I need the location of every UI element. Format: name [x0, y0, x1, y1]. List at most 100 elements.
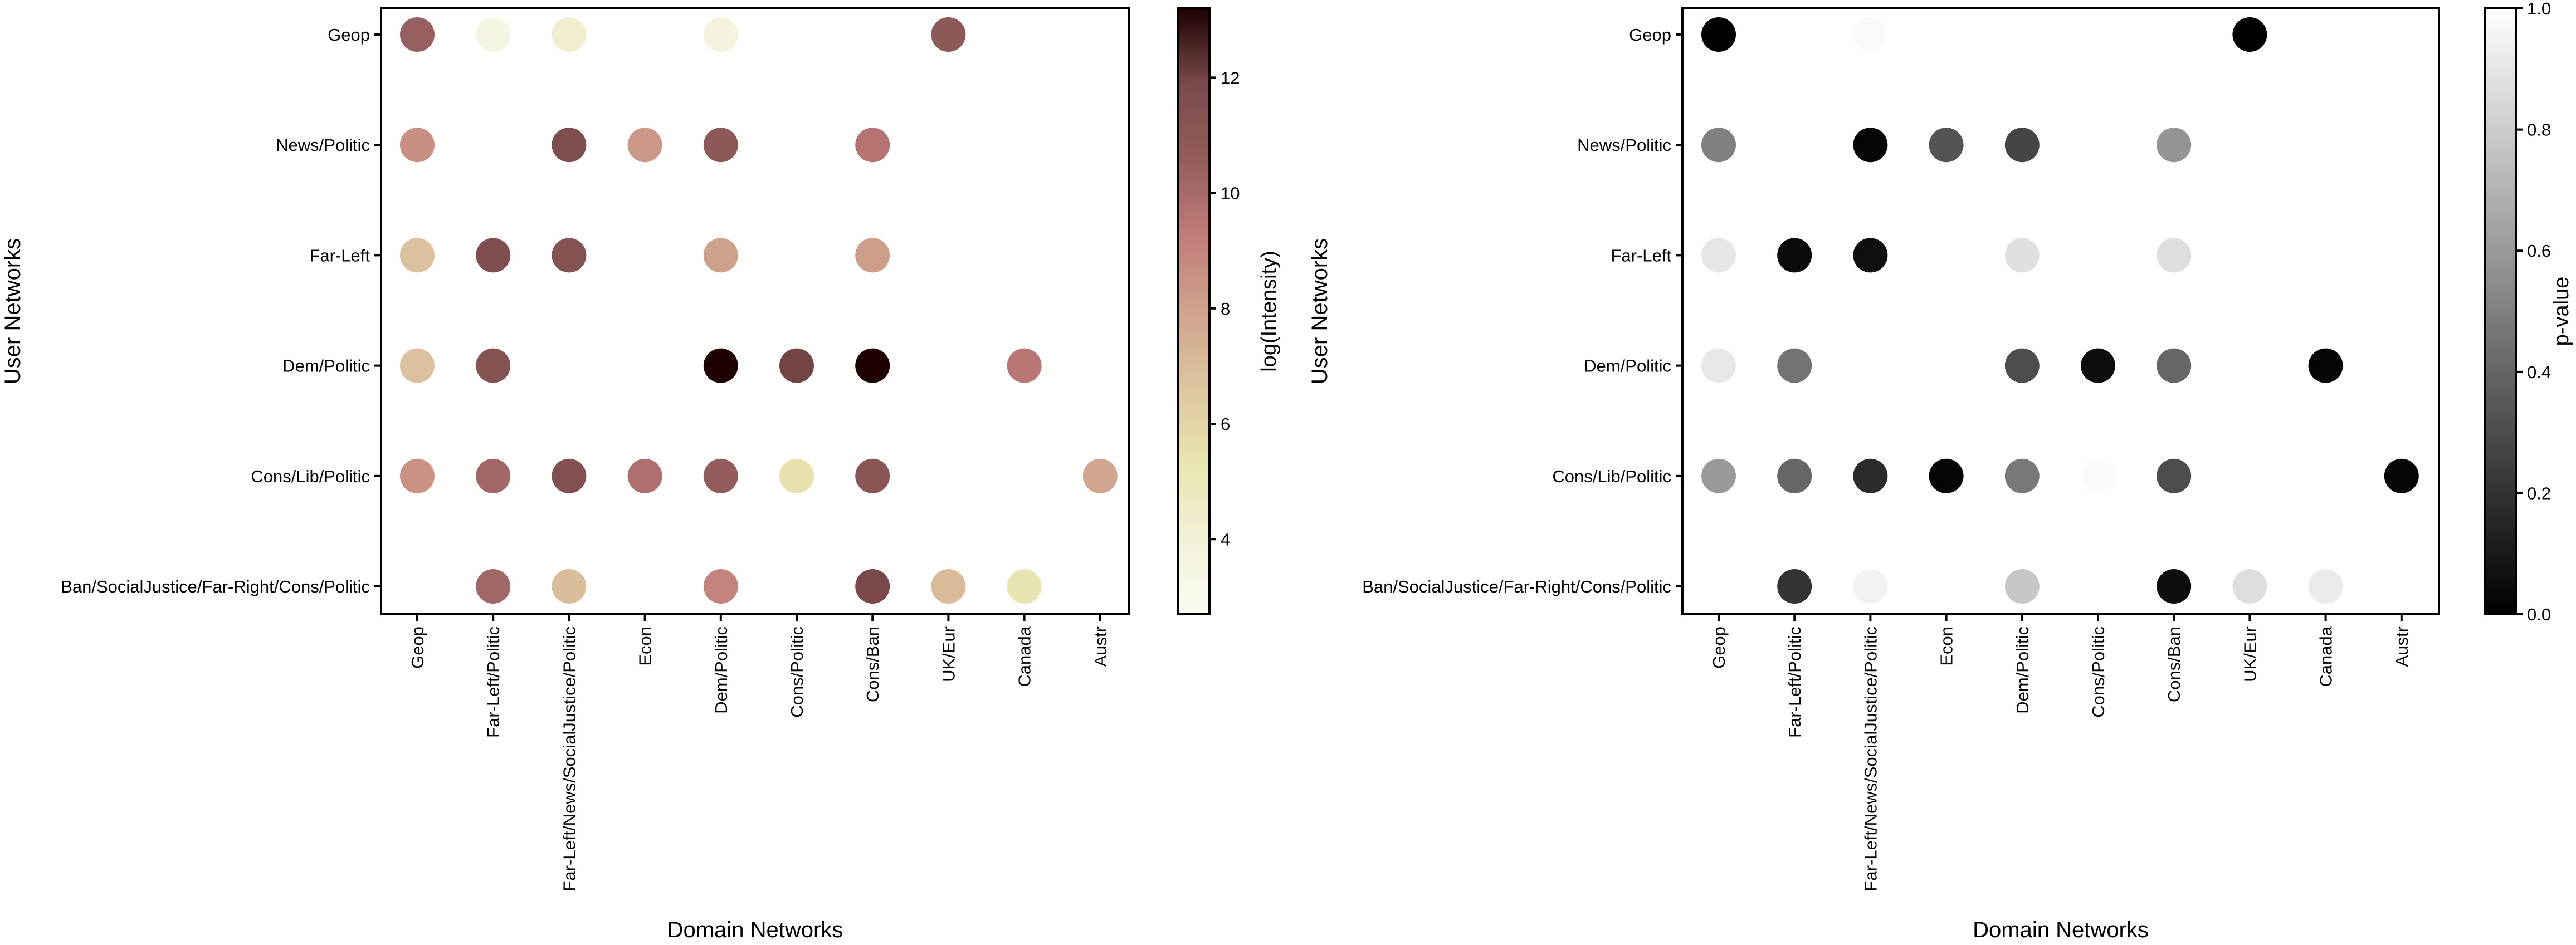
- x-tick-label: Geop: [408, 626, 427, 669]
- data-point: [1701, 128, 1736, 163]
- colorbar-tick-label: 8: [1221, 299, 1230, 319]
- data-point: [476, 458, 511, 493]
- y-tick-label: News/Politic: [1577, 135, 1671, 155]
- data-point: [1701, 348, 1736, 383]
- data-point: [552, 458, 587, 493]
- colorbar-label: p-value: [2550, 277, 2573, 346]
- x-tick-label: Cons/Politic: [787, 626, 807, 718]
- data-point: [1853, 17, 1888, 52]
- colorbar-tick-label: 0.2: [2527, 483, 2551, 503]
- data-point: [855, 128, 890, 163]
- data-point: [476, 17, 511, 52]
- data-point: [779, 348, 814, 383]
- data-point: [2004, 458, 2040, 493]
- data-point: [400, 458, 435, 493]
- colorbar-label: log(Intensity): [1257, 251, 1281, 372]
- panel-1: Geop News/Politic Far-Left Dem/Politic Cons/…: [1, 7, 1281, 942]
- data-point: [2004, 569, 2040, 604]
- y-tick-label: Ban/SocialJustice/Far-Right/Cons/Politic: [1362, 577, 1671, 596]
- data-point: [627, 458, 662, 493]
- data-point: [400, 17, 435, 52]
- y-axis-label: User Networks: [1, 238, 25, 384]
- data-point: [779, 458, 814, 493]
- data-point: [2232, 569, 2267, 604]
- y-tick-label: Ban/SocialJustice/Far-Right/Cons/Politic: [61, 577, 370, 596]
- data-point: [1777, 569, 1812, 604]
- data-point: [2004, 17, 2040, 52]
- x-tick-label: UK/Eur: [939, 626, 958, 682]
- x-tick-label: Dem/Politic: [2013, 626, 2032, 714]
- colorbar-tick-label: 0.6: [2527, 241, 2551, 261]
- data-point: [1777, 238, 1812, 273]
- data-point: [2232, 17, 2267, 52]
- x-tick-label: Canada: [2316, 626, 2336, 687]
- x-tick-label: Cons/Ban: [2164, 626, 2184, 702]
- colorbar-tick-label: 6: [1221, 414, 1230, 434]
- data-point: [627, 128, 662, 163]
- data-point: [703, 569, 738, 604]
- data-point: [552, 238, 587, 273]
- data-point: [703, 238, 738, 273]
- data-point: [2157, 238, 2192, 273]
- data-point: [855, 458, 890, 493]
- y-axis-label: User Networks: [1307, 238, 1332, 384]
- data-point: [1701, 238, 1736, 273]
- data-point: [1853, 458, 1888, 493]
- data-point: [1853, 128, 1888, 163]
- data-point: [931, 569, 966, 604]
- y-tick-label: Geop: [1629, 25, 1671, 45]
- data-point: [1853, 238, 1888, 273]
- data-point: [2157, 458, 2192, 493]
- data-point: [1929, 458, 1964, 493]
- axes-frame: [380, 7, 1130, 615]
- data-point: [476, 238, 511, 273]
- data-point: [855, 348, 890, 383]
- x-tick-label: Dem/Politic: [711, 626, 731, 714]
- data-point: [1007, 348, 1042, 383]
- data-point: [1777, 348, 1812, 383]
- data-point: [1701, 17, 1736, 52]
- colorbar-tick-label: 12: [1221, 68, 1240, 87]
- x-tick-label: Austr: [2392, 626, 2412, 667]
- data-point: [1082, 458, 1118, 493]
- data-point: [552, 17, 587, 52]
- x-tick-label: Far-Left/Politic: [1785, 626, 1804, 738]
- x-tick-label: Cons/Ban: [863, 626, 882, 702]
- data-point: [552, 569, 587, 604]
- x-tick-label: Far-Left/News/SocialJustice/Politic: [1861, 626, 1880, 892]
- data-point: [855, 238, 890, 273]
- data-point: [1007, 569, 1042, 604]
- x-tick-label: Econ: [636, 626, 655, 666]
- data-point: [703, 458, 738, 493]
- x-axis-label: Domain Networks: [1973, 918, 2149, 942]
- colorbar-tick-label: 10: [1221, 184, 1240, 203]
- data-point: [552, 128, 587, 163]
- y-tick-label: Dem/Politic: [1584, 356, 1671, 376]
- y-tick-label: Dem/Politic: [282, 356, 370, 376]
- x-tick-label: Cons/Politic: [2089, 626, 2108, 718]
- data-point: [400, 348, 435, 383]
- data-point: [2384, 458, 2419, 493]
- data-point: [1853, 569, 1888, 604]
- data-point: [1701, 458, 1736, 493]
- data-point: [2081, 348, 2115, 383]
- x-tick-label: Econ: [1937, 626, 1957, 666]
- colorbar-tick-label: 0.4: [2527, 363, 2551, 382]
- data-point: [476, 348, 511, 383]
- data-point: [2308, 569, 2343, 604]
- x-axis-label: Domain Networks: [667, 918, 843, 942]
- x-tick-label: Austr: [1091, 626, 1110, 667]
- data-point: [2157, 569, 2192, 604]
- data-point: [2157, 348, 2192, 383]
- x-tick-label: UK/Eur: [2240, 626, 2260, 682]
- data-point: [1777, 458, 1812, 493]
- colorbar-tick-label: 1.0: [2527, 0, 2551, 18]
- colorbar-tick-label: 0.8: [2527, 120, 2551, 140]
- x-tick-label: Far-Left/Politic: [484, 626, 503, 738]
- axes-frame: [1681, 7, 2440, 615]
- data-point: [2157, 128, 2192, 163]
- data-point: [1777, 17, 1812, 52]
- data-point: [703, 17, 738, 52]
- colorbar: [2484, 7, 2517, 615]
